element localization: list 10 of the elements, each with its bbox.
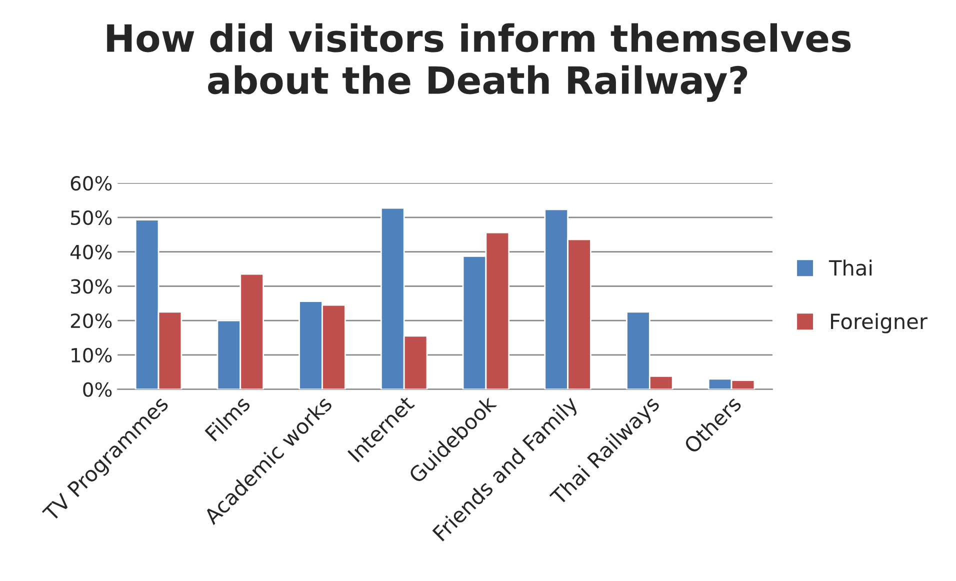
chart-title: How did visitors inform themselves about the Death Railway? xyxy=(107,23,851,102)
y-tick-label: 10% xyxy=(72,348,112,363)
legend-label: Foreigner xyxy=(831,313,928,334)
y-tick-label: 60% xyxy=(70,176,112,191)
legend-label: Thai xyxy=(828,260,872,276)
y-tick-label: 20% xyxy=(70,313,112,328)
y-tick-label: 0% xyxy=(83,382,112,397)
y-tick-label: 30% xyxy=(70,279,112,294)
y-tick-label: 40% xyxy=(70,244,112,260)
y-tick-label: 50% xyxy=(71,210,112,226)
